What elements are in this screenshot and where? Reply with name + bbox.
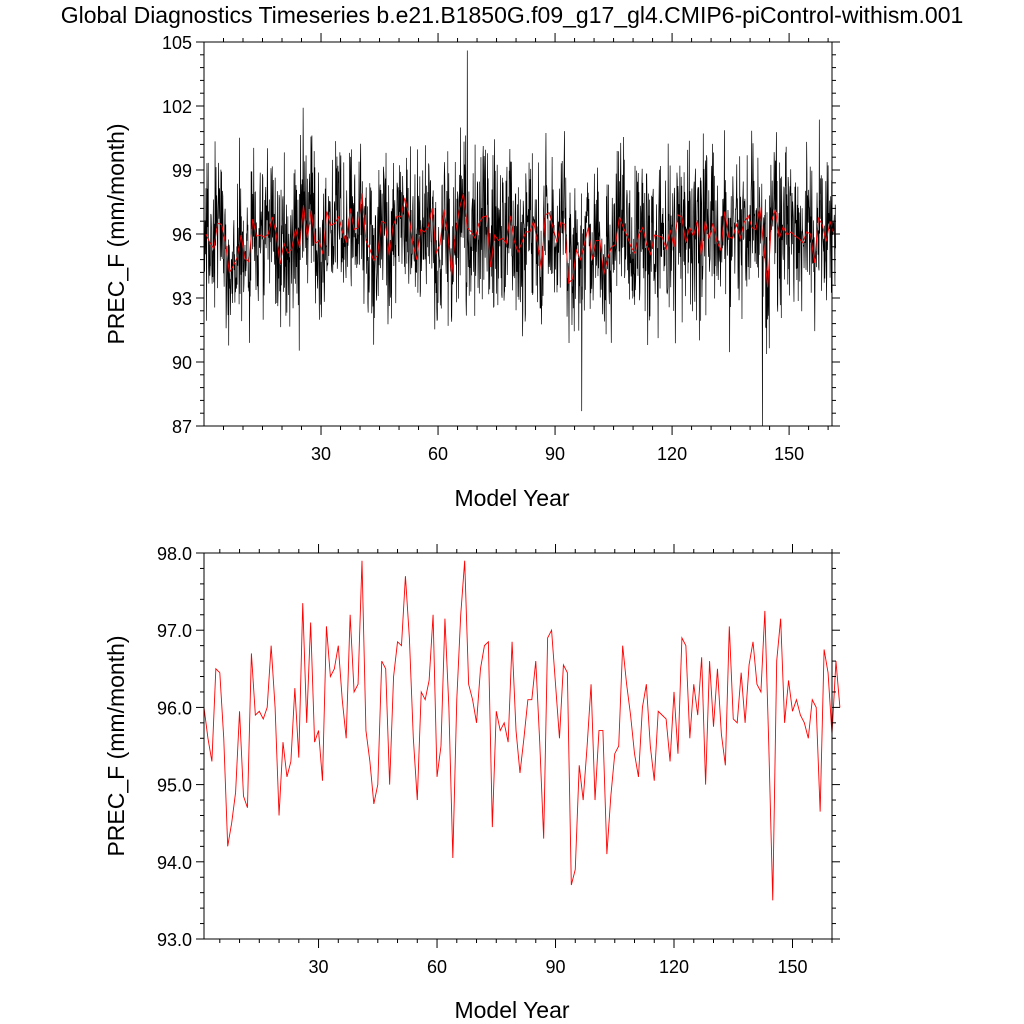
bottom-ylabel: PREC_F (mm/month)	[103, 635, 129, 856]
top-ylabel: PREC_F (mm/month)	[103, 123, 129, 344]
top-ytick-label: 96	[172, 225, 192, 245]
top-xlabel: Model Year	[454, 485, 569, 511]
top-ytick-label: 105	[162, 33, 192, 53]
chart-bottom: 93.0 94.0 95.0 96.0 97.0 98.0 30 60 90 120 150 Mod…	[103, 544, 841, 1023]
bottom-xlabel: Model Year	[454, 997, 569, 1023]
top-xtick-label: 60	[428, 444, 448, 464]
top-ticks	[196, 33, 840, 435]
bottom-plot-frame	[203, 552, 833, 940]
bottom-ytick-label: 96.0	[157, 698, 192, 718]
bottom-xtick-label: 120	[659, 957, 689, 977]
top-xtick-label: 120	[657, 444, 687, 464]
bottom-ytick-label: 93.0	[157, 930, 192, 950]
top-series-annual	[205, 193, 835, 288]
top-xtick-label: 150	[774, 444, 804, 464]
page-title: Global Diagnostics Timeseries b.e21.B185…	[60, 2, 964, 28]
bottom-series-annual	[203, 560, 841, 901]
top-ytick-label: 93	[172, 289, 192, 309]
bottom-ticks	[196, 544, 840, 948]
top-ytick-label: 90	[172, 353, 192, 373]
top-series-monthly	[203, 50, 836, 427]
top-xtick-label: 90	[545, 444, 565, 464]
top-xtick-label: 30	[311, 444, 331, 464]
bottom-xtick-label: 90	[546, 957, 566, 977]
top-ytick-label: 102	[162, 97, 192, 117]
bottom-tick-labels: 93.0 94.0 95.0 96.0 97.0 98.0 30 60 90 120 150	[157, 544, 808, 977]
top-tick-labels: 87 90 93 96 99 102 105 30 60 90 120 150	[162, 33, 804, 464]
bottom-plot-area	[203, 560, 841, 901]
bottom-ytick-label: 98.0	[157, 544, 192, 564]
top-ytick-label: 99	[172, 161, 192, 181]
bottom-ytick-label: 94.0	[157, 853, 192, 873]
bottom-ytick-label: 97.0	[157, 621, 192, 641]
bottom-ytick-label: 95.0	[157, 776, 192, 796]
bottom-xtick-label: 150	[777, 957, 807, 977]
top-ytick-label: 87	[172, 417, 192, 437]
bottom-xtick-label: 30	[309, 957, 329, 977]
top-plot-area	[203, 50, 836, 427]
bottom-xtick-label: 60	[427, 957, 447, 977]
